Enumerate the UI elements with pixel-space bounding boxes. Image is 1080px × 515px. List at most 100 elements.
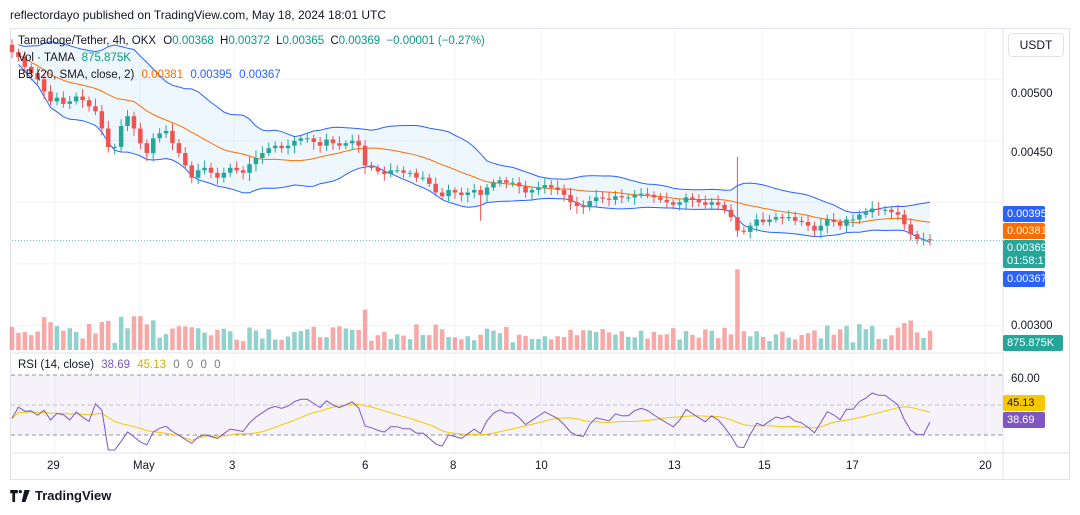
candle-body: [844, 219, 849, 226]
candle-body: [837, 222, 843, 226]
volume-bar: [234, 339, 239, 350]
volume-bar: [215, 329, 220, 350]
volume-bar: [863, 329, 869, 350]
volume-bar: [825, 325, 830, 350]
candle-body: [927, 239, 933, 241]
volume-badge: 875.875K: [1003, 335, 1063, 351]
volume-bar: [157, 337, 162, 350]
volume-bar: [54, 326, 60, 350]
volume-bar: [99, 322, 105, 350]
volume-bar: [786, 337, 791, 350]
volume-bar: [369, 340, 374, 350]
volume-bar: [382, 331, 387, 350]
candle-body: [433, 183, 438, 193]
tradingview-footer[interactable]: TradingView: [10, 488, 111, 503]
bb-label[interactable]: BB (20, SMA, close, 2): [18, 69, 135, 81]
volume-bar: [170, 328, 175, 350]
volume-bar: [420, 334, 426, 350]
volume-bar: [163, 334, 169, 350]
candle-body: [73, 96, 79, 102]
candle-body: [472, 190, 477, 193]
volume-label[interactable]: Vol · TAMA: [18, 52, 75, 64]
volume-bar: [850, 342, 856, 350]
volume-bar: [516, 334, 522, 350]
volume-bar: [22, 332, 28, 350]
publisher-line: reflectordayo published on TradingView.c…: [10, 8, 386, 22]
volume-bar: [125, 328, 130, 350]
candle-body: [914, 234, 920, 240]
candle-body: [369, 165, 374, 168]
main-legend: Tamadoge/Tether, 4h, OKX O0.00368 H0.003…: [18, 35, 485, 47]
volume-bar: [388, 338, 393, 350]
candle-body: [671, 202, 676, 205]
candle-body: [298, 138, 304, 141]
candle-body: [645, 193, 650, 195]
volume-bar: [677, 339, 682, 350]
volume-bar: [741, 331, 747, 350]
candle-body: [658, 197, 663, 200]
currency-button[interactable]: USDT: [1008, 33, 1064, 57]
volume-bar: [568, 329, 573, 350]
rsi-label[interactable]: RSI (14, close): [18, 359, 95, 371]
rsi-line: [11, 392, 931, 451]
candle-body: [876, 208, 881, 210]
volume-bar: [16, 332, 21, 350]
candle-body: [93, 106, 98, 112]
volume-bar: [356, 330, 361, 350]
candle-body: [516, 182, 522, 187]
volume-bar: [183, 326, 188, 350]
volume-bar: [536, 338, 541, 350]
volume-bar: [484, 328, 490, 350]
candle-body: [870, 208, 875, 213]
candle-body: [831, 219, 836, 222]
volume-bar: [240, 341, 246, 350]
candle-body: [446, 190, 451, 197]
volume-bar: [362, 309, 368, 350]
candle-body: [439, 192, 445, 197]
candle-body: [118, 126, 124, 147]
candle-body: [638, 193, 644, 195]
volume-bar: [927, 330, 933, 350]
volume-bar: [831, 334, 836, 350]
volume-bar: [902, 323, 907, 350]
volume-bar: [131, 316, 137, 350]
candle-body: [690, 197, 695, 200]
candle-body: [760, 219, 766, 222]
time-tick: 10: [535, 460, 548, 472]
volume-bar: [632, 337, 637, 350]
candle-body: [247, 164, 252, 173]
volume-bar: [80, 338, 85, 350]
candle-body: [183, 153, 188, 166]
candle-body: [22, 57, 28, 67]
rsi-extra-3: 0: [214, 359, 221, 371]
volume-bar: [767, 341, 772, 350]
candle-body: [722, 204, 727, 210]
open-label: O: [163, 35, 173, 47]
volume-bar: [472, 340, 477, 350]
candle-body: [407, 172, 413, 174]
price-tick: 0.00500: [1011, 88, 1053, 100]
candle-body: [786, 217, 791, 219]
candle-body: [606, 198, 612, 200]
volume-bar: [401, 335, 406, 350]
volume-bar: [837, 329, 843, 350]
candle-body: [549, 185, 554, 188]
volume-bar: [709, 330, 714, 350]
candle-body: [626, 197, 631, 199]
candle-body: [292, 140, 297, 146]
candle-body: [311, 138, 316, 142]
candle-body: [202, 167, 207, 171]
volume-bar: [317, 337, 323, 350]
candle-body: [529, 190, 535, 193]
candle-body: [484, 187, 490, 195]
volume-bar: [671, 328, 676, 350]
rsi-extra-2: 0: [200, 359, 207, 371]
candle-body: [228, 167, 233, 173]
candle-body: [343, 143, 349, 146]
candle-body: [61, 97, 66, 104]
candle-body: [99, 111, 105, 129]
candle-body: [715, 202, 721, 205]
symbol-label[interactable]: Tamadoge/Tether, 4h, OKX: [18, 35, 157, 47]
volume-bar: [773, 334, 779, 350]
